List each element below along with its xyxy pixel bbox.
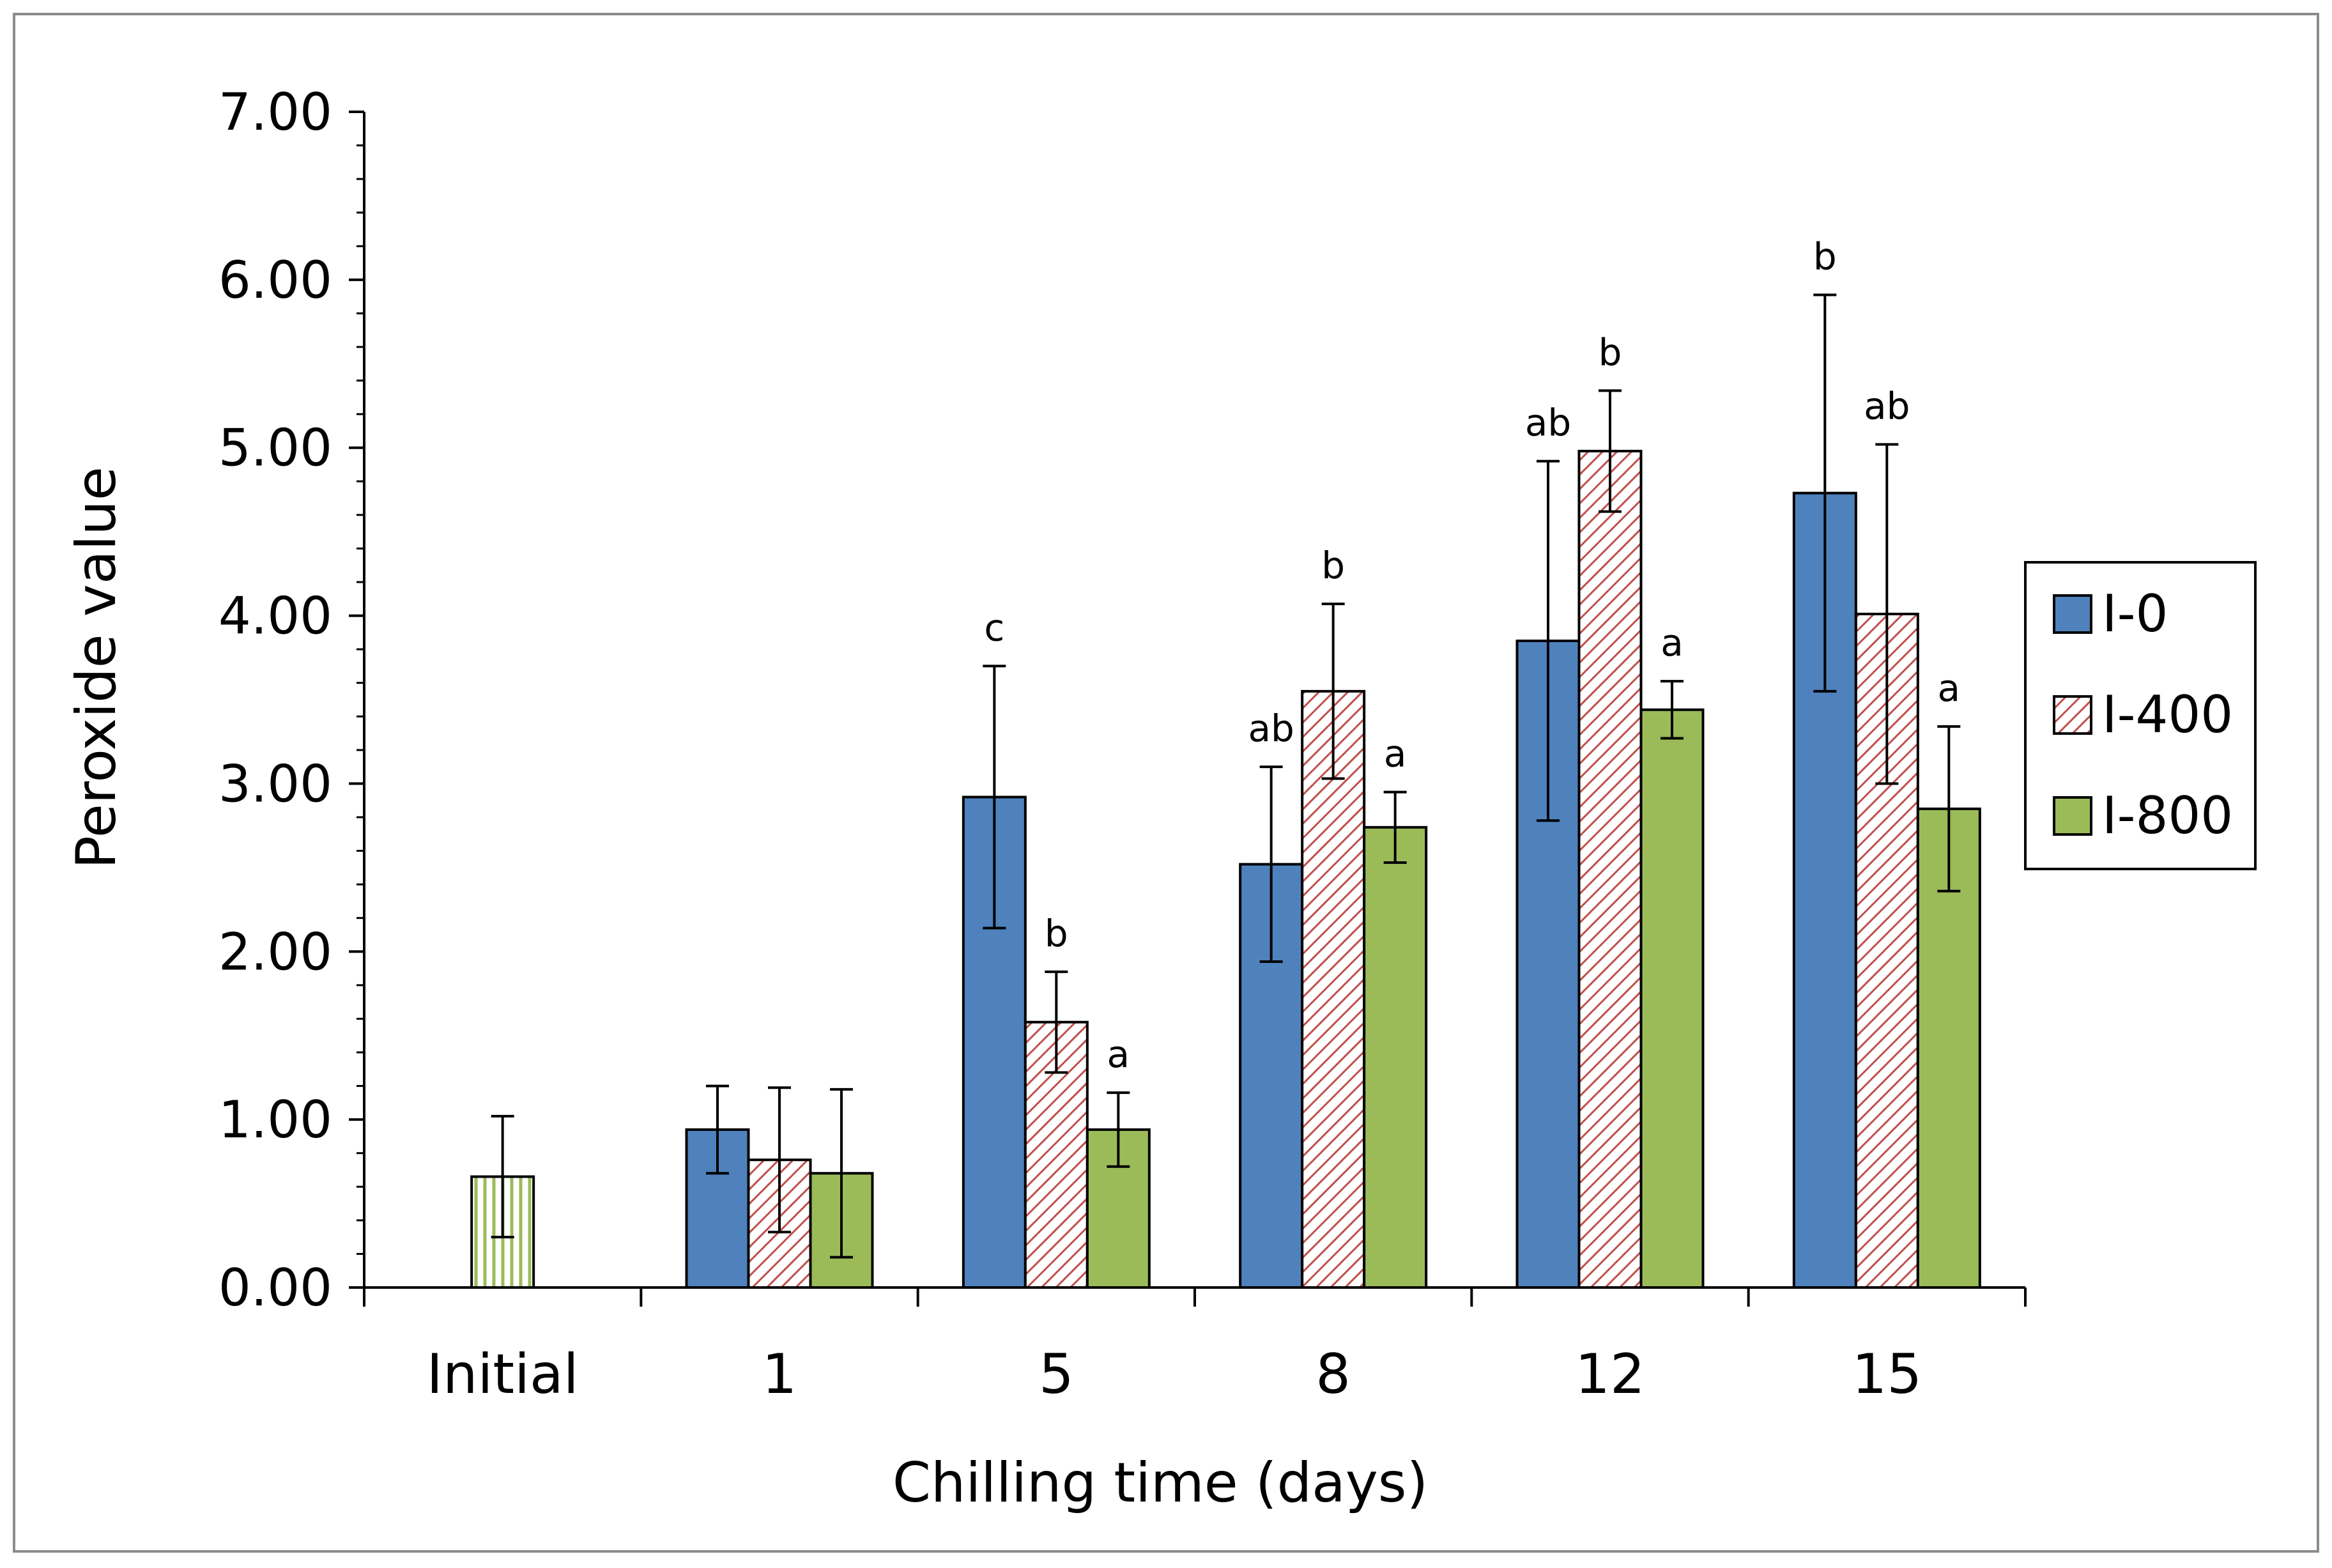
- x-tick-label: 5: [1039, 1342, 1074, 1406]
- legend-label: I-400: [2102, 685, 2233, 744]
- significance-letter: ab: [1248, 707, 1294, 750]
- legend-swatch-i-400: [2053, 695, 2092, 735]
- significance-letter: a: [1938, 666, 1961, 710]
- y-tick-label: 7.00: [219, 82, 332, 142]
- x-tick-label: 1: [762, 1342, 797, 1406]
- y-tick-label: 3.00: [219, 754, 332, 813]
- y-tick-label: 4.00: [219, 587, 332, 646]
- plot-area: 0.00 1.00 2.00 3.00 4.00 5.00 6.00 7.00 Initial 1…: [219, 82, 2027, 1406]
- chart-frame: [13, 13, 2319, 1553]
- significance-letter: ab: [1525, 401, 1571, 445]
- x-tick-label: 15: [1852, 1342, 1922, 1406]
- significance-letter: b: [1813, 235, 1837, 279]
- significance-letter: b: [1321, 544, 1345, 587]
- significance-letter: a: [1107, 1033, 1130, 1076]
- y-tick-label: 2.00: [219, 922, 332, 981]
- significance-letter: b: [1599, 330, 1622, 374]
- legend: I-0 I-400 I-800: [2024, 561, 2257, 870]
- legend-swatch-i-800: [2053, 796, 2092, 836]
- significance-letter: a: [1384, 732, 1407, 776]
- y-tick-label: 0.00: [219, 1258, 332, 1318]
- significance-letter: c: [984, 606, 1004, 649]
- y-tick-label: 1.00: [219, 1090, 332, 1149]
- bar-i-800: [1639, 708, 1705, 1289]
- y-tick-label: 5.00: [219, 419, 332, 478]
- significance-letter: ab: [1864, 384, 1910, 427]
- bar-i-400: [1301, 689, 1366, 1289]
- legend-label: I-800: [2102, 786, 2233, 845]
- bar-i-800: [1363, 826, 1428, 1289]
- y-axis-label: Peroxide value: [65, 466, 128, 869]
- bar-i-400: [1577, 449, 1643, 1289]
- x-tick-label: Initial: [427, 1342, 579, 1406]
- y-tick-label: 6.00: [219, 250, 332, 310]
- x-tick-label: 12: [1575, 1342, 1645, 1406]
- x-tick-label: 8: [1316, 1342, 1351, 1406]
- significance-letter: b: [1045, 912, 1068, 955]
- x-axis-label: Chilling time (days): [893, 1451, 1428, 1515]
- legend-swatch-i-0: [2053, 594, 2092, 634]
- legend-label: I-0: [2102, 584, 2168, 643]
- significance-letter: a: [1661, 621, 1684, 665]
